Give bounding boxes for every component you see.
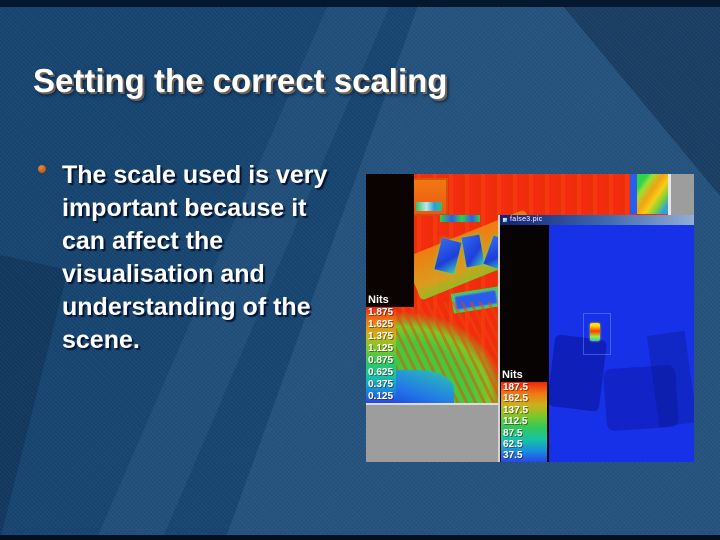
legend-value: 1.875: [368, 307, 394, 318]
slide-top-border: [0, 0, 720, 7]
bullet-text-line: can affect the: [62, 227, 224, 255]
legend-title: Nits: [368, 294, 389, 306]
scene-object: [416, 202, 442, 211]
window-icon: [502, 217, 508, 223]
scene-object: [396, 370, 454, 403]
legend-value: 0.875: [368, 355, 394, 366]
back-image-black-margin: Nits: [366, 174, 414, 307]
legend-value: 0.125: [368, 391, 394, 402]
front-window-title: false3.pic: [510, 216, 543, 223]
legend-value: 0.625: [368, 367, 394, 378]
falsecolor-thumbnail: [630, 174, 668, 214]
legend-value: 62.5: [503, 438, 523, 450]
embedded-screenshot: Nits 1.875 1.625 1.375 1.125 0.875 0.625 0.375…: [366, 174, 694, 462]
scene-object: [583, 313, 611, 355]
slide-bottom-border: [0, 535, 720, 540]
legend-value: 0.375: [368, 379, 394, 390]
legend-value: 1.375: [368, 331, 394, 342]
window-border-line: [668, 174, 671, 215]
scene-object: [440, 215, 480, 222]
legend-value: 37.5: [503, 450, 523, 462]
scene-hotspot: [590, 323, 600, 341]
legend-value: 1.125: [368, 343, 394, 354]
legend-value: 112.5: [503, 416, 528, 428]
bullet-text-line: visualisation and: [62, 260, 265, 288]
legend-value: 137.5: [503, 404, 529, 416]
legend-value: 162.5: [503, 393, 529, 405]
desktop-gray-area: [366, 405, 498, 462]
bullet-text-line: scene.: [62, 326, 140, 354]
bullet-icon: [38, 165, 46, 173]
bullet-text-line: understanding of the: [62, 293, 311, 321]
legend-value: 1.625: [368, 319, 394, 330]
falsecolor-scene-front: [549, 225, 694, 462]
legend-value: 187.5: [503, 382, 529, 393]
desktop-gray-area: [671, 174, 694, 215]
bullet-text-line: The scale used is very: [62, 161, 328, 189]
bullet-text-line: important because it: [62, 194, 307, 222]
back-window-bottom-border: [366, 403, 498, 405]
front-window-titlebar: false3.pic: [500, 215, 694, 225]
luminance-legend-back: 1.875 1.625 1.375 1.125 0.875 0.625 0.375 0.125: [366, 307, 396, 403]
legend-value: 87.5: [503, 427, 523, 439]
legend-title: Nits: [502, 369, 523, 381]
bullet-block: The scale used is very important because…: [36, 159, 366, 357]
luminance-legend-front: 187.5 162.5 137.5 112.5 87.5 62.5 37.5: [501, 382, 547, 462]
slide-title: Setting the correct scaling: [33, 62, 448, 99]
front-window: false3.pic Nits 187.5 162.5 137.5 112.5 87.5…: [498, 215, 694, 462]
front-window-content: Nits 187.5 162.5 137.5 112.5 87.5 62.5 37.5: [500, 225, 694, 462]
